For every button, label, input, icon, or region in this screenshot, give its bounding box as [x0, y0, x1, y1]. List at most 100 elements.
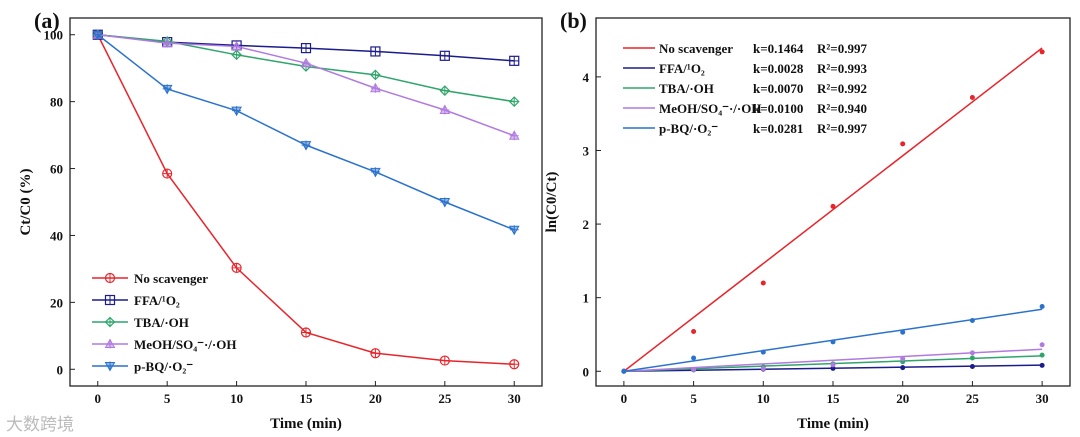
- marker-cross: [440, 105, 450, 115]
- series-4: p-BQ/·O₂⁻: [92, 30, 520, 374]
- marker-cross: [301, 58, 311, 68]
- data-point: [900, 141, 906, 147]
- data-point: [969, 94, 975, 100]
- marker-cross: [370, 167, 380, 177]
- legend-label: p-BQ/·O₂⁻: [134, 359, 193, 374]
- x-tick-label: 5: [690, 391, 697, 406]
- x-tick-label: 15: [827, 391, 841, 406]
- data-point: [830, 365, 836, 371]
- legend-label: p-BQ/·O₂⁻: [659, 121, 718, 136]
- marker-cross: [509, 359, 519, 369]
- legend-r2: R²=0.940: [817, 101, 867, 116]
- x-tick-label: 25: [966, 391, 980, 406]
- x-tick-label: 0: [621, 391, 628, 406]
- marker-cross: [370, 348, 380, 358]
- legend-r2: R²=0.997: [817, 41, 867, 56]
- data-point: [691, 355, 697, 361]
- marker-cross: [105, 361, 115, 371]
- y-tick-label: 80: [50, 95, 63, 110]
- legend-k: k=0.0281: [753, 121, 803, 136]
- marker-cross: [105, 339, 115, 349]
- legend-label: FFA/¹O₂: [659, 61, 705, 76]
- data-point: [969, 355, 975, 361]
- series-3: MeOH/SO₄⁻·/·OH: [92, 29, 520, 352]
- data-point: [621, 368, 627, 374]
- y-tick-label: 0: [57, 362, 64, 377]
- legend-k: k=0.1464: [753, 41, 804, 56]
- series-4: p-BQ/·O₂⁻ k=0.0281 R²=0.997: [621, 121, 1045, 374]
- legend-label: MeOH/SO₄⁻·/·OH: [659, 101, 761, 116]
- legend-label: TBA/·OH: [134, 315, 189, 330]
- data-point: [760, 349, 766, 355]
- y-tick-label: 0: [583, 364, 590, 379]
- marker-cross: [440, 197, 450, 207]
- x-axis-label: Time (min): [270, 416, 342, 432]
- x-tick-label: 20: [896, 391, 909, 406]
- x-tick-label: 25: [438, 391, 452, 406]
- y-axis-label: Ct/C0 (%): [18, 168, 34, 235]
- y-tick-label: 1: [583, 291, 590, 306]
- marker-cross: [370, 46, 380, 56]
- marker-cross: [232, 41, 242, 51]
- x-axis-label: Time (min): [797, 416, 869, 432]
- legend-label: MeOH/SO₄⁻·/·OH: [134, 337, 236, 352]
- x-tick-label: 15: [300, 391, 314, 406]
- chart-0: (a) 0 5 10 15 20 25 30 0 20 40 60 80 100 Time (min) Ct/…: [18, 8, 543, 432]
- data-point: [969, 317, 975, 323]
- y-tick-label: 40: [50, 228, 63, 243]
- x-tick-label: 10: [230, 391, 243, 406]
- marker-cross: [162, 169, 172, 179]
- watermark: 大数跨境: [6, 415, 74, 435]
- data-point: [830, 203, 836, 209]
- y-tick-label: 2: [583, 217, 590, 232]
- marker-cross: [162, 38, 172, 48]
- series-3: MeOH/SO₄⁻·/·OHk=0.0100 R²=0.940: [621, 101, 1045, 374]
- marker-cross: [509, 56, 519, 66]
- data-point: [900, 365, 906, 371]
- legend-r2: R²=0.992: [817, 81, 867, 96]
- data-point: [760, 366, 766, 372]
- data-point: [1039, 49, 1045, 55]
- data-point: [900, 329, 906, 335]
- x-tick-label: 30: [508, 391, 521, 406]
- marker-cross: [370, 83, 380, 93]
- data-point: [1039, 352, 1045, 358]
- marker-cross: [440, 51, 450, 61]
- marker-cross: [301, 43, 311, 53]
- legend-label: No scavenger: [134, 271, 208, 286]
- data-point: [691, 366, 697, 372]
- y-tick-label: 4: [583, 70, 590, 85]
- x-tick-label: 20: [369, 391, 382, 406]
- data-point: [969, 363, 975, 369]
- marker-cross: [370, 70, 380, 80]
- series-1: FFA/¹O₂: [92, 29, 520, 308]
- data-point: [760, 280, 766, 286]
- legend-k: k=0.0100: [753, 101, 803, 116]
- legend-label: TBA/·OH: [659, 81, 714, 96]
- marker-cross: [105, 295, 115, 305]
- marker-cross: [440, 356, 450, 366]
- data-point: [830, 362, 836, 368]
- data-point: [900, 356, 906, 362]
- marker-cross: [162, 84, 172, 94]
- legend-r2: R²=0.993: [817, 61, 867, 76]
- y-tick-label: 60: [50, 162, 63, 177]
- legend-label: No scavenger: [659, 41, 733, 56]
- y-axis-label: ln(C0/Ct): [544, 172, 560, 233]
- marker-cross: [440, 86, 450, 96]
- data-point: [969, 350, 975, 356]
- data-point: [830, 339, 836, 345]
- x-tick-label: 30: [1036, 391, 1049, 406]
- y-tick-label: 3: [583, 143, 590, 158]
- data-point: [1039, 362, 1045, 368]
- panel-label: (a): [34, 8, 60, 33]
- panel-label: (b): [560, 8, 587, 33]
- data-point: [1039, 342, 1045, 348]
- legend-k: k=0.0070: [753, 81, 803, 96]
- marker-cross: [509, 225, 519, 235]
- marker-cross: [93, 30, 103, 40]
- legend-k: k=0.0028: [753, 61, 804, 76]
- x-tick-label: 5: [164, 391, 171, 406]
- legend-label: FFA/¹O₂: [134, 293, 180, 308]
